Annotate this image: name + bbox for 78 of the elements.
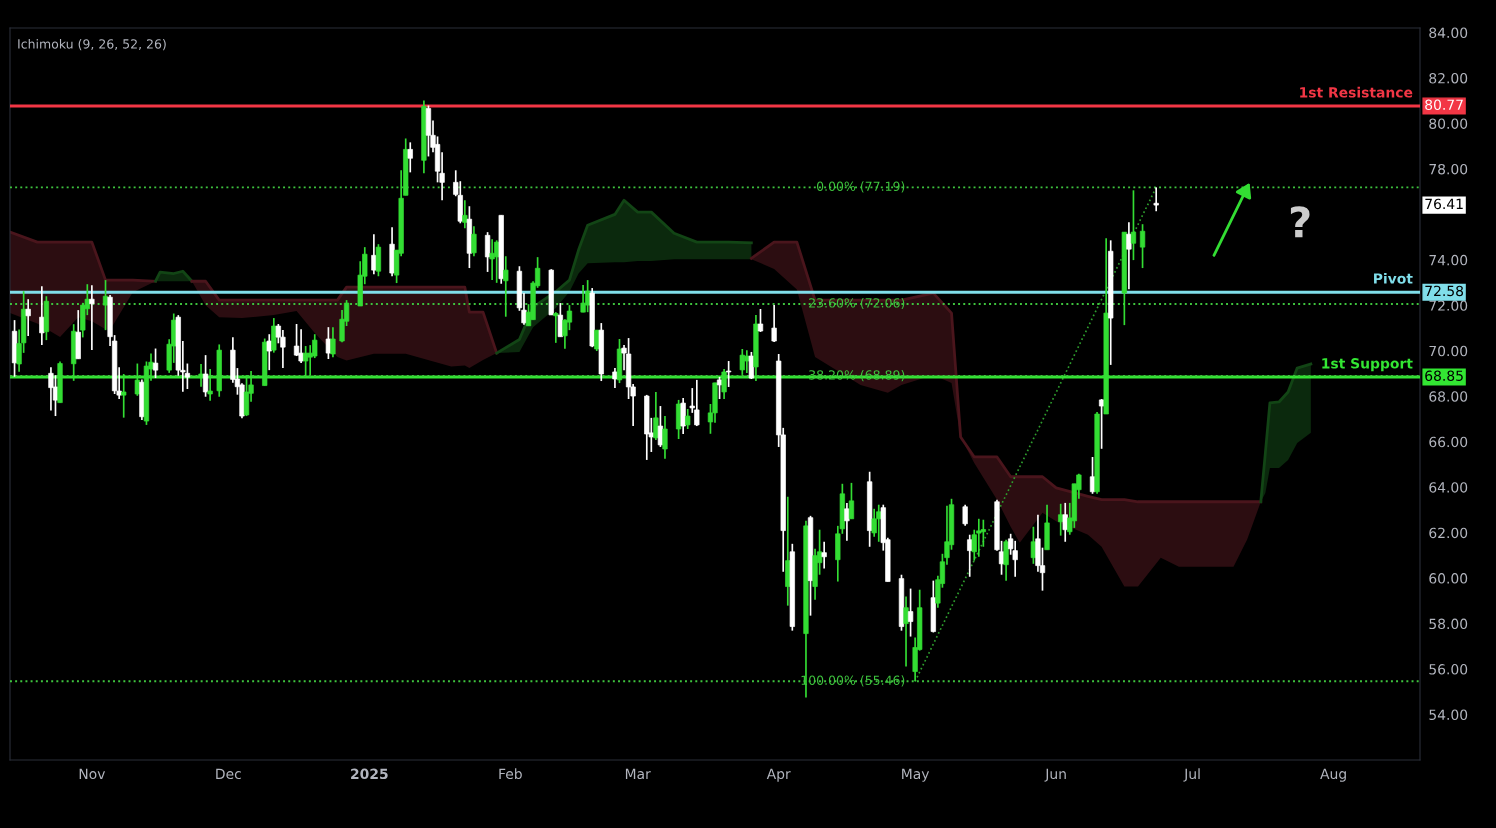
x-tick-label: Aug (1320, 768, 1346, 782)
candlestick (25, 298, 31, 337)
y-tick-label: 68.00 (1429, 391, 1468, 402)
x-tick-label: 2025 (351, 768, 388, 780)
annotation: 80.77 (1425, 99, 1463, 110)
x-tick-label: Mar (625, 768, 651, 780)
candlestick (48, 366, 54, 412)
candlestick (484, 231, 491, 273)
y-tick-label: 58.00 (1429, 618, 1468, 630)
y-tick-label: 70.00 (1429, 345, 1468, 357)
candlestick (716, 376, 723, 400)
candlestick (89, 284, 95, 351)
y-tick-label: 62.00 (1429, 527, 1468, 539)
ref-line-label: 23.60% (72.06) (809, 297, 905, 310)
y-tick-label: 54.00 (1429, 709, 1468, 721)
candlestick (726, 360, 732, 388)
y-tick-label: 82.00 (1429, 72, 1468, 84)
candlestick (1139, 223, 1146, 269)
candlestick (848, 482, 855, 520)
candlestick (152, 347, 159, 379)
ref-line-label: 0.00% (77.19) (816, 181, 905, 193)
candlestick (553, 311, 559, 344)
y-tick-label: 72.00 (1429, 300, 1468, 311)
y-tick-label: 66.00 (1429, 436, 1468, 448)
ref-line-label: Pivot (1374, 273, 1413, 284)
candlestick (202, 354, 209, 398)
candlestick (1098, 398, 1105, 450)
candlestick (325, 326, 332, 360)
candlestick (680, 397, 686, 435)
candlestick (503, 255, 509, 318)
x-tick-label: Feb (499, 768, 522, 780)
candlestick (1062, 502, 1068, 543)
y-tick-label: 78.00 (1429, 163, 1468, 175)
candlestick (685, 408, 691, 430)
candlestick (1003, 538, 1009, 582)
candlestick (653, 391, 659, 441)
candlestick (821, 540, 827, 570)
y-tick-label: 56.00 (1429, 664, 1468, 675)
candlestick (462, 199, 468, 230)
candlestick (298, 328, 304, 364)
candlestick (962, 503, 968, 527)
candlestick (1130, 189, 1137, 261)
candlestick (1030, 525, 1037, 565)
annotation: 68.85 (1425, 370, 1463, 381)
ref-line-label: 1st Resistance (1300, 86, 1413, 98)
y-tick-label: 74.00 (1429, 254, 1468, 266)
x-tick-label: Dec (216, 768, 241, 780)
candlestick (489, 238, 495, 281)
x-tick-label: Nov (79, 768, 106, 780)
text: Ichimoku (9, 26, 52, 26) (18, 38, 166, 51)
x-tick-label: May (902, 768, 930, 782)
candlestick (407, 141, 413, 174)
candlestick (330, 326, 336, 359)
candlestick (907, 587, 914, 638)
y-tick-label: 60.00 (1429, 573, 1468, 584)
ref-line-label: 1st Support (1322, 358, 1413, 372)
candlestick (557, 302, 563, 338)
x-tick-label: Jun (1044, 768, 1066, 782)
text: 76.41 (1425, 198, 1463, 210)
x-tick-label: Apr (766, 768, 791, 782)
y-tick-label: 80.00 (1429, 118, 1468, 129)
candlestick (1153, 186, 1159, 213)
candlestick (662, 415, 668, 460)
candlestick (471, 225, 477, 258)
annotation: ? (1290, 206, 1310, 238)
x-tick-label: Jul (1183, 768, 1200, 782)
candlestick (871, 507, 877, 538)
candlestick (657, 405, 664, 448)
candlestick (612, 367, 618, 389)
y-tick-label: 84.00 (1429, 27, 1468, 39)
candlestick (1126, 221, 1132, 291)
candlestick (844, 502, 850, 542)
candlestick (757, 308, 764, 333)
candlestick (771, 304, 777, 343)
annotation: 72.58 (1425, 285, 1464, 297)
candlestick (266, 333, 272, 371)
candlestick (903, 595, 909, 668)
y-tick-label: 64.00 (1429, 482, 1468, 493)
